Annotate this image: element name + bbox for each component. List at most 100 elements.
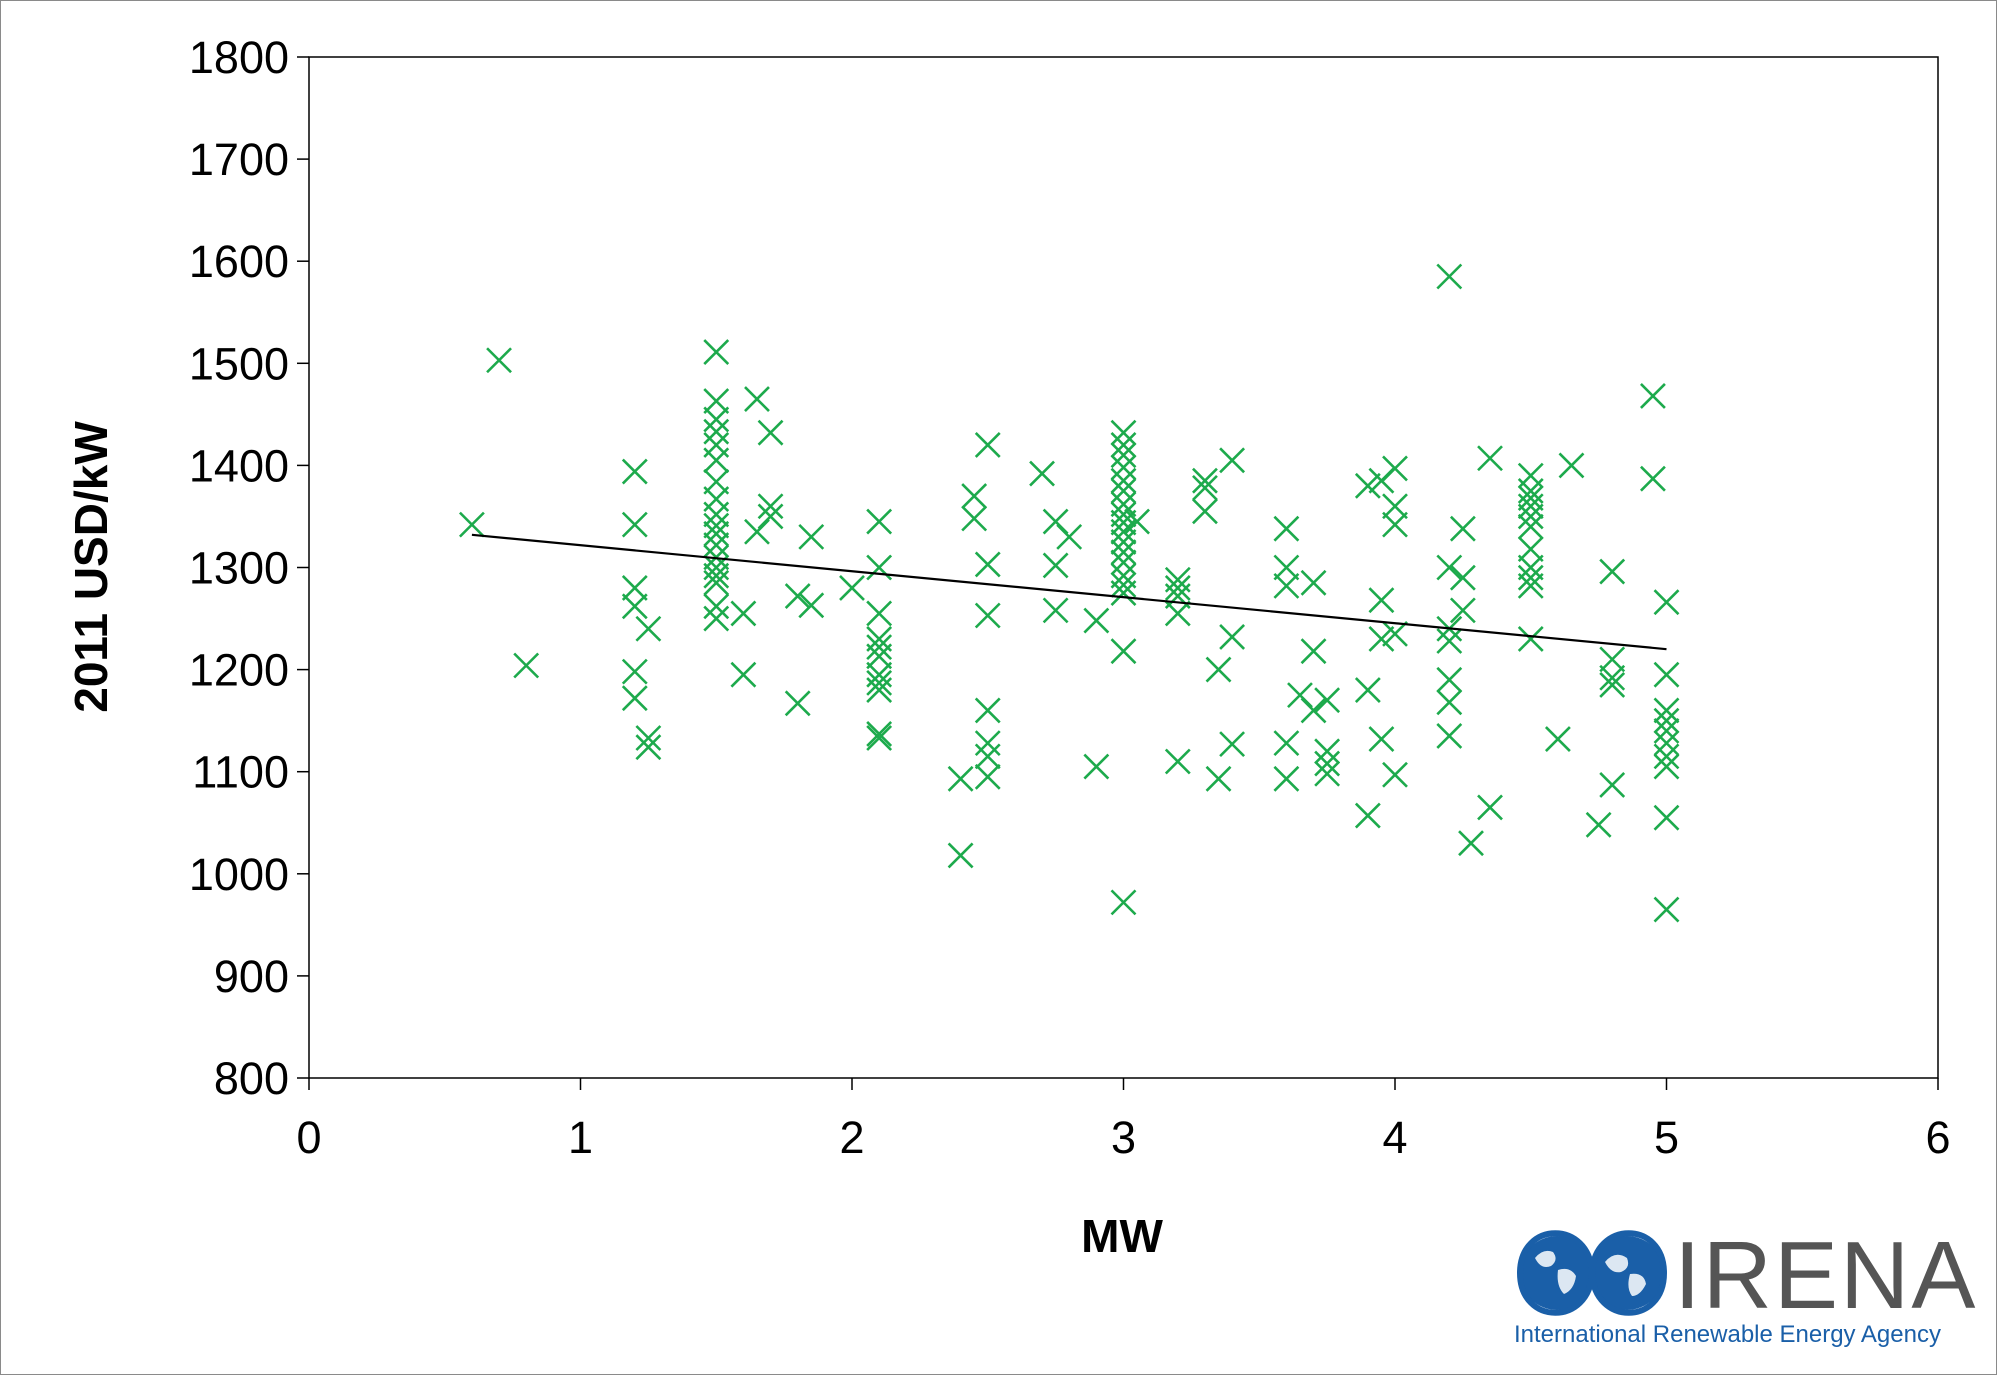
data-point-marker (1110, 454, 1137, 481)
x-tick-label: 5 (1654, 1112, 1679, 1163)
data-point-marker (621, 458, 648, 485)
data-point-marker (974, 551, 1001, 578)
data-point-marker (744, 386, 770, 412)
data-point-marker (635, 615, 662, 642)
data-point-marker (1458, 830, 1484, 857)
data-point-marker (1382, 455, 1408, 482)
x-tick-label: 1 (568, 1112, 593, 1163)
data-point-marker (1436, 666, 1463, 693)
data-point-marker (974, 697, 1001, 724)
data-point-marker (1599, 558, 1626, 585)
data-point-marker (961, 505, 988, 532)
data-point-marker (1192, 467, 1218, 494)
y-tick-label: 1100 (192, 747, 289, 798)
data-point-marker (1314, 760, 1341, 787)
data-point-marker (1382, 620, 1408, 647)
data-point-marker (1164, 748, 1191, 775)
data-point-marker (974, 763, 1001, 790)
y-tick-label: 1400 (189, 440, 289, 491)
data-point-marker (1042, 597, 1069, 624)
y-tick-label: 1600 (189, 236, 289, 287)
data-point-marker (703, 520, 730, 547)
data-point-marker (1599, 664, 1626, 691)
data-point-marker (621, 575, 648, 601)
data-point-marker (1164, 600, 1191, 627)
data-point-marker (798, 523, 825, 550)
data-point-marker (757, 493, 784, 520)
data-point-marker (1205, 765, 1232, 792)
data-point-marker (1653, 707, 1680, 734)
data-point-marker (1368, 587, 1395, 614)
data-point-marker (947, 842, 974, 869)
data-point-marker (784, 690, 811, 717)
data-point-marker (1219, 624, 1246, 650)
data-point-marker (458, 511, 485, 538)
data-point-marker (703, 562, 730, 589)
data-point-marker (1477, 445, 1503, 472)
data-point-marker (1640, 465, 1666, 492)
data-point-marker (1056, 523, 1083, 550)
globe-icon-left (1520, 1236, 1594, 1310)
data-point-marker (1042, 552, 1069, 579)
data-point-marker (703, 406, 730, 433)
data-point-marker (866, 669, 893, 696)
x-tick-label: 4 (1382, 1112, 1407, 1163)
data-point-marker (1544, 726, 1571, 752)
data-point-marker (1517, 493, 1544, 520)
y-tick-label: 1000 (189, 849, 289, 900)
y-tick-label: 1800 (189, 32, 289, 83)
data-point-marker (866, 508, 893, 535)
y-tick-label: 1300 (189, 543, 289, 594)
data-point-marker (1164, 575, 1191, 601)
data-point-marker (1449, 515, 1476, 542)
data-point-marker (1517, 572, 1544, 599)
x-axis-title: MW (1081, 1210, 1163, 1262)
data-point-marker (1124, 508, 1150, 535)
data-point-marker (866, 634, 893, 661)
x-tick-label: 2 (839, 1112, 864, 1163)
data-point-marker (1110, 518, 1137, 545)
trendline-path (471, 533, 1667, 651)
data-point-marker (1110, 529, 1137, 555)
data-point-marker (1436, 554, 1463, 581)
data-point-marker (703, 532, 730, 558)
data-point-marker (1300, 638, 1327, 665)
data-point-marker (1273, 554, 1300, 581)
y-axis-title: 2011 USD/kW (65, 421, 117, 713)
data-point-marker (1354, 802, 1381, 829)
y-tick-label: 800 (214, 1053, 289, 1104)
data-point-marker (1653, 697, 1680, 724)
data-point-marker (947, 765, 974, 792)
data-point-marker (866, 721, 893, 747)
data-point-marker (1110, 638, 1137, 665)
data-point-marker (798, 592, 825, 619)
x-axis: 0 1 2 3 4 5 6 (296, 1078, 1951, 1163)
data-point-marker (1110, 580, 1137, 606)
data-point-marker (1110, 549, 1137, 576)
data-point-marker (1436, 723, 1463, 749)
data-point-marker (703, 593, 730, 620)
data-point-marker (1477, 794, 1503, 821)
x-tick-label: 6 (1925, 1112, 1950, 1163)
data-point-marker (1110, 478, 1137, 504)
y-tick-label: 1500 (189, 338, 289, 389)
data-point-marker (1368, 626, 1395, 652)
data-point-marker (1599, 772, 1626, 798)
data-point-marker (1517, 513, 1544, 540)
data-point-marker (1436, 628, 1463, 654)
data-point-marker (974, 743, 1001, 770)
data-point-marker (866, 725, 893, 751)
data-point-marker (730, 600, 757, 627)
data-point-marker (703, 388, 730, 414)
data-point-marker (1192, 498, 1218, 525)
data-point-marker (1653, 589, 1680, 616)
data-point-marker (757, 503, 784, 530)
data-point-marker (1517, 536, 1544, 563)
data-point-marker (1314, 687, 1341, 714)
data-point-marker (1653, 804, 1680, 831)
data-point-marker (1382, 761, 1408, 788)
data-point-marker (839, 575, 865, 601)
data-point-marker (1599, 646, 1626, 673)
data-point-marker (1205, 656, 1232, 683)
